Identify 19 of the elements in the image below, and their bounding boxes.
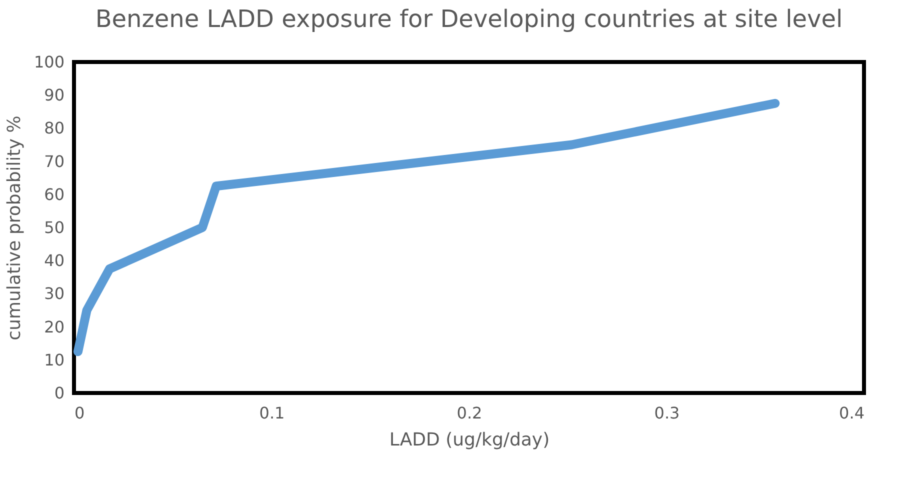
y-tick-label: 70 — [44, 152, 64, 171]
y-tick-label: 90 — [44, 86, 64, 105]
chart-title: Benzene LADD exposure for Developing countries at site level — [95, 5, 843, 33]
y-tick-label: 40 — [44, 251, 64, 270]
y-axis-title: cumulative probability % — [4, 116, 25, 340]
y-tick-label: 50 — [44, 218, 64, 237]
x-tick-label: 0 — [74, 404, 85, 422]
x-tick-label: 0.4 — [839, 404, 864, 422]
x-tick-label: 0.1 — [259, 404, 285, 422]
y-tick-label: 100 — [34, 52, 64, 72]
y-tick-label: 80 — [44, 118, 64, 138]
y-tick-label: 10 — [44, 350, 64, 370]
x-tick-label: 0.3 — [654, 404, 680, 422]
x-tick-label: 0.2 — [456, 404, 482, 422]
x-axis-title: LADD (ug/kg/day) — [389, 430, 550, 450]
y-tick-label: 20 — [44, 317, 64, 336]
y-tick-label: 30 — [44, 284, 64, 304]
y-tick-label: 0 — [54, 384, 64, 402]
y-tick-label: 60 — [44, 184, 64, 204]
